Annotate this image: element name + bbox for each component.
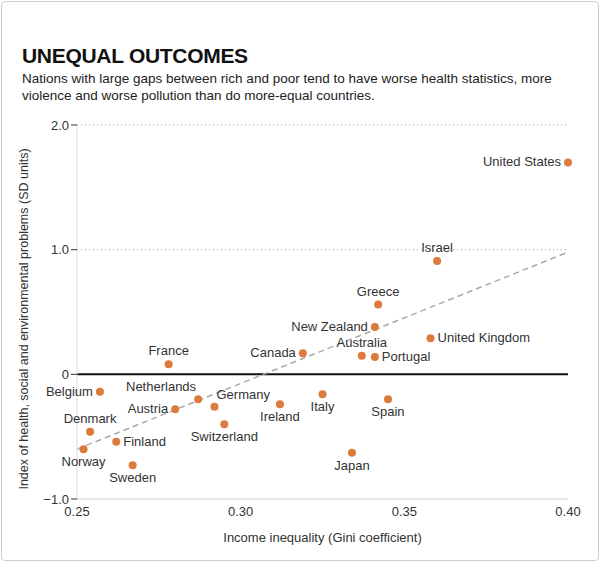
- svg-text:1.0: 1.0: [51, 242, 69, 257]
- svg-text:Israel: Israel: [421, 240, 453, 255]
- html-text:UNEQUAL OUTCOMES: UNEQUAL OUTCOMES: [22, 44, 248, 67]
- svg-text:0.25: 0.25: [64, 504, 90, 520]
- svg-text:Japan: Japan: [334, 458, 369, 473]
- svg-text:0.35: 0.35: [392, 504, 417, 519]
- svg-text:2.0: 2.0: [51, 118, 69, 133]
- svg-text:New Zealand: New Zealand: [291, 319, 368, 334]
- svg-text:France: France: [148, 343, 188, 358]
- svg-text:0: 0: [62, 367, 69, 382]
- svg-text:Greece: Greece: [357, 284, 400, 299]
- svg-text:Germany: Germany: [216, 387, 270, 402]
- svg-text:Denmark: Denmark: [64, 411, 117, 426]
- svg-text:United States: United States: [483, 154, 562, 169]
- svg-text:0.40: 0.40: [555, 504, 580, 519]
- svg-text:Norway: Norway: [62, 454, 107, 469]
- html-text:Nations with large gaps betwee: Nations with large gaps between rich and…: [22, 71, 552, 103]
- svg-text:Austria: Austria: [128, 401, 169, 416]
- svg-text:Italy: Italy: [311, 399, 335, 414]
- svg-text:Australia: Australia: [336, 335, 387, 350]
- svg-text:Ireland: Ireland: [260, 409, 300, 424]
- svg-text:Spain: Spain: [371, 404, 404, 419]
- svg-text:Netherlands: Netherlands: [126, 379, 197, 394]
- svg-text:0.30: 0.30: [228, 504, 253, 519]
- svg-text:Switzerland: Switzerland: [191, 429, 258, 444]
- svg-text:Sweden: Sweden: [109, 470, 156, 485]
- svg-text:Finland: Finland: [123, 434, 166, 449]
- html-text:Income inequality (Gini coeffi: Income inequality (Gini coefficient): [223, 530, 422, 545]
- svg-text:Canada: Canada: [250, 345, 296, 360]
- svg-text:−1.0: −1.0: [43, 492, 69, 507]
- svg-text:Portugal: Portugal: [382, 349, 431, 364]
- svg-text:Belgium: Belgium: [46, 384, 93, 399]
- html-text:Index of health, social and en: Index of health, social and environmenta…: [17, 148, 31, 490]
- svg-text:United Kingdom: United Kingdom: [438, 330, 531, 345]
